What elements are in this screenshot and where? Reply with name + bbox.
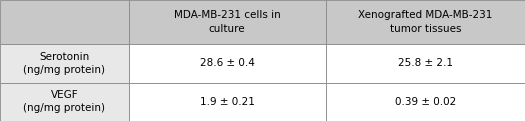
Bar xyxy=(129,0,326,44)
Text: Xenografted MDA-MB-231
tumor tissues: Xenografted MDA-MB-231 tumor tissues xyxy=(358,11,492,34)
Text: 1.9 ± 0.21: 1.9 ± 0.21 xyxy=(200,97,255,107)
Text: 0.39 ± 0.02: 0.39 ± 0.02 xyxy=(395,97,456,107)
Bar xyxy=(129,44,326,83)
Bar xyxy=(129,83,326,121)
Text: 28.6 ± 0.4: 28.6 ± 0.4 xyxy=(200,58,255,68)
Bar xyxy=(326,0,525,44)
Text: Serotonin
(ng/mg protein): Serotonin (ng/mg protein) xyxy=(23,52,106,75)
Bar xyxy=(0,44,129,83)
Bar xyxy=(326,44,525,83)
Text: 25.8 ± 2.1: 25.8 ± 2.1 xyxy=(398,58,453,68)
Bar xyxy=(0,0,129,44)
Text: VEGF
(ng/mg protein): VEGF (ng/mg protein) xyxy=(23,90,106,113)
Text: MDA-MB-231 cells in
culture: MDA-MB-231 cells in culture xyxy=(174,11,280,34)
Bar xyxy=(0,83,129,121)
Bar xyxy=(326,83,525,121)
